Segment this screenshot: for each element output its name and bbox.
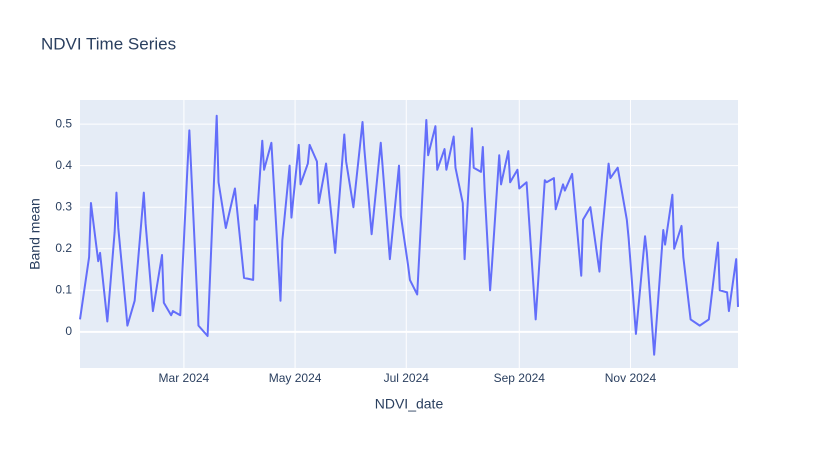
x-tick-label: May 2024 [269, 371, 322, 385]
y-tick-label: 0.1 [55, 282, 72, 296]
y-tick-label: 0.3 [55, 199, 72, 213]
x-tick-label: Sep 2024 [494, 371, 546, 385]
x-tick-label: Nov 2024 [605, 371, 657, 385]
y-tick-label: 0 [65, 324, 72, 338]
x-tick-label: Mar 2024 [159, 371, 210, 385]
y-axis-label: Band mean [27, 198, 43, 270]
x-axis-label: NDVI_date [375, 396, 444, 412]
y-tick-label: 0.5 [55, 116, 72, 130]
plot-background [80, 100, 738, 368]
chart-title: NDVI Time Series [41, 34, 176, 53]
x-tick-label: Jul 2024 [384, 371, 430, 385]
y-tick-label: 0.2 [55, 241, 72, 255]
data-line [79, 114, 739, 356]
y-tick-label: 0.4 [55, 158, 72, 172]
